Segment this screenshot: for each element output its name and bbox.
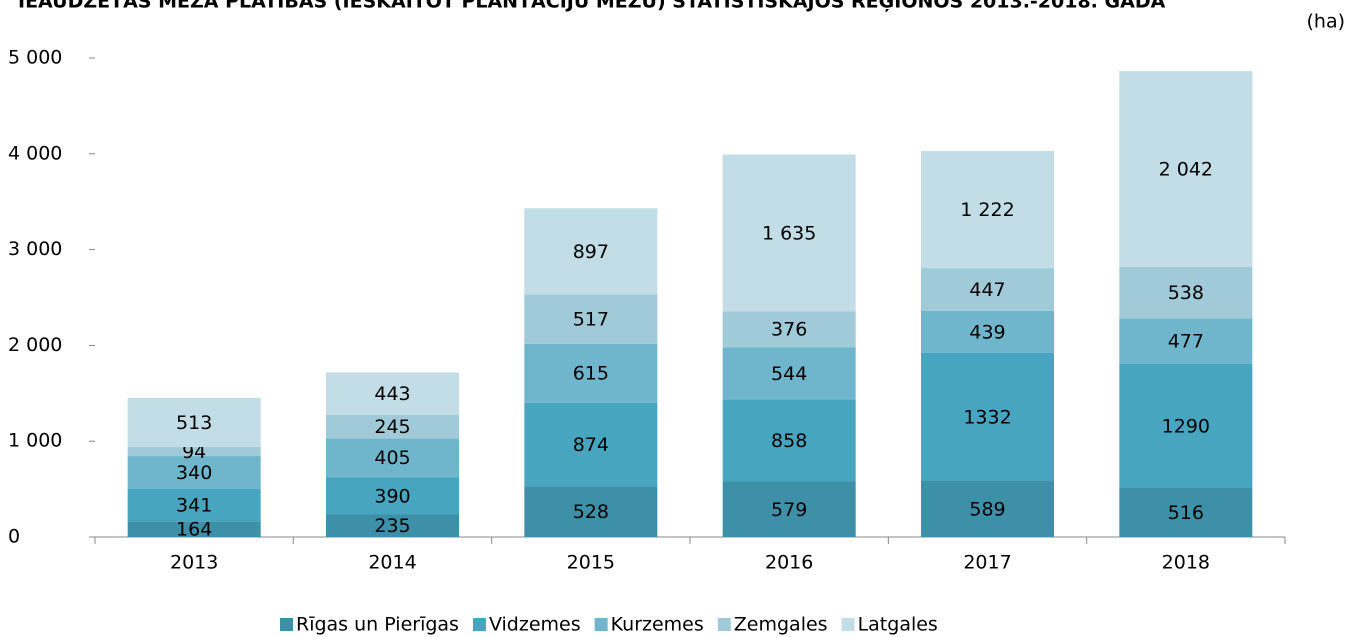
data-label: 235 [374,515,410,537]
data-label: 528 [573,501,609,523]
data-label: 390 [374,485,410,507]
bar-segment [127,521,261,537]
legend-swatch [472,618,486,631]
data-label: 579 [771,499,807,521]
y-tick-label: 1 000 [8,430,62,452]
data-label: 538 [1168,282,1204,304]
legend-label: Zemgales [734,614,828,636]
data-label: 1332 [963,406,1011,428]
x-tick-label: 2015 [567,552,615,574]
bar-segment [1119,71,1253,267]
x-tick-label: 2018 [1162,552,1210,574]
data-label: 1290 [1162,415,1210,437]
bar-segment [524,294,658,344]
bar-segment [326,514,459,537]
data-label: 874 [573,434,609,456]
y-tick-label: 5 000 [8,47,62,69]
bar-segment [1119,318,1253,364]
y-tick-label: 2 000 [8,334,62,356]
bar-segment [722,347,856,400]
data-label: 2 042 [1159,158,1213,180]
data-label: 1 635 [762,222,816,244]
legend-swatch [594,618,608,631]
data-label: 164 [176,519,212,541]
data-label: 513 [176,412,212,434]
legend-label: Vidzemes [489,614,581,636]
legend-label: Rīgas un Pierīgas [296,614,459,636]
bar-segment [524,343,658,403]
bar-segment [921,352,1054,481]
x-tick-label: 2014 [368,552,416,574]
data-label: 589 [969,498,1005,520]
data-label: 245 [374,416,410,438]
bar-segment [326,477,459,515]
data-label: 439 [969,321,1005,343]
legend-label: Kurzemes [611,614,704,636]
data-label: 340 [176,462,212,484]
x-tick-label: 2013 [170,552,218,574]
bar-segment [722,399,856,482]
legend-label: Latgales [858,614,938,636]
data-label: 447 [969,279,1005,301]
y-tick-label: 0 [8,526,20,548]
bar-segment [722,311,856,348]
y-tick-label: 4 000 [8,142,62,164]
bar-segment [326,372,459,415]
data-label: 517 [573,309,609,331]
data-label: 858 [771,430,807,452]
bar-segment [524,208,658,295]
bar-segment [921,310,1054,353]
data-label: 544 [771,363,807,385]
bar-segment [326,438,459,478]
legend-swatch [717,618,731,631]
data-label: 443 [374,383,410,405]
bar-segment [127,397,261,448]
bar-segment [1119,363,1253,488]
bar-segment [127,447,261,457]
x-tick-label: 2016 [765,552,813,574]
x-tick-label: 2017 [963,552,1011,574]
bar-segment [921,268,1054,311]
bar-segment [524,486,658,537]
unit-label: (ha) [1306,11,1345,33]
y-tick-label: 3 000 [8,238,62,260]
bar-segment [127,488,261,522]
data-label: 897 [573,241,609,263]
data-label: 615 [573,363,609,385]
legend-swatch [280,618,293,631]
data-label: 405 [374,447,410,469]
data-label: 477 [1168,331,1204,353]
bar-segment [326,414,459,439]
bar-segment [722,481,856,537]
legend-swatch [841,618,855,631]
chart-title: IEAUDZĒTĀS MEŽA PLATĪBAS (IESKAITOT PLAN… [18,0,1166,13]
bar-segment [127,456,261,489]
bar-segment [722,154,856,312]
bar-segment [1119,487,1253,537]
bar-segment [524,402,658,487]
bar-segment [921,151,1054,269]
data-label: 376 [771,319,807,341]
bar-segment [1119,266,1253,319]
data-label: 516 [1168,502,1204,524]
data-label: 1 222 [960,199,1014,221]
bar-segment [921,480,1054,537]
data-label: 341 [176,494,212,516]
